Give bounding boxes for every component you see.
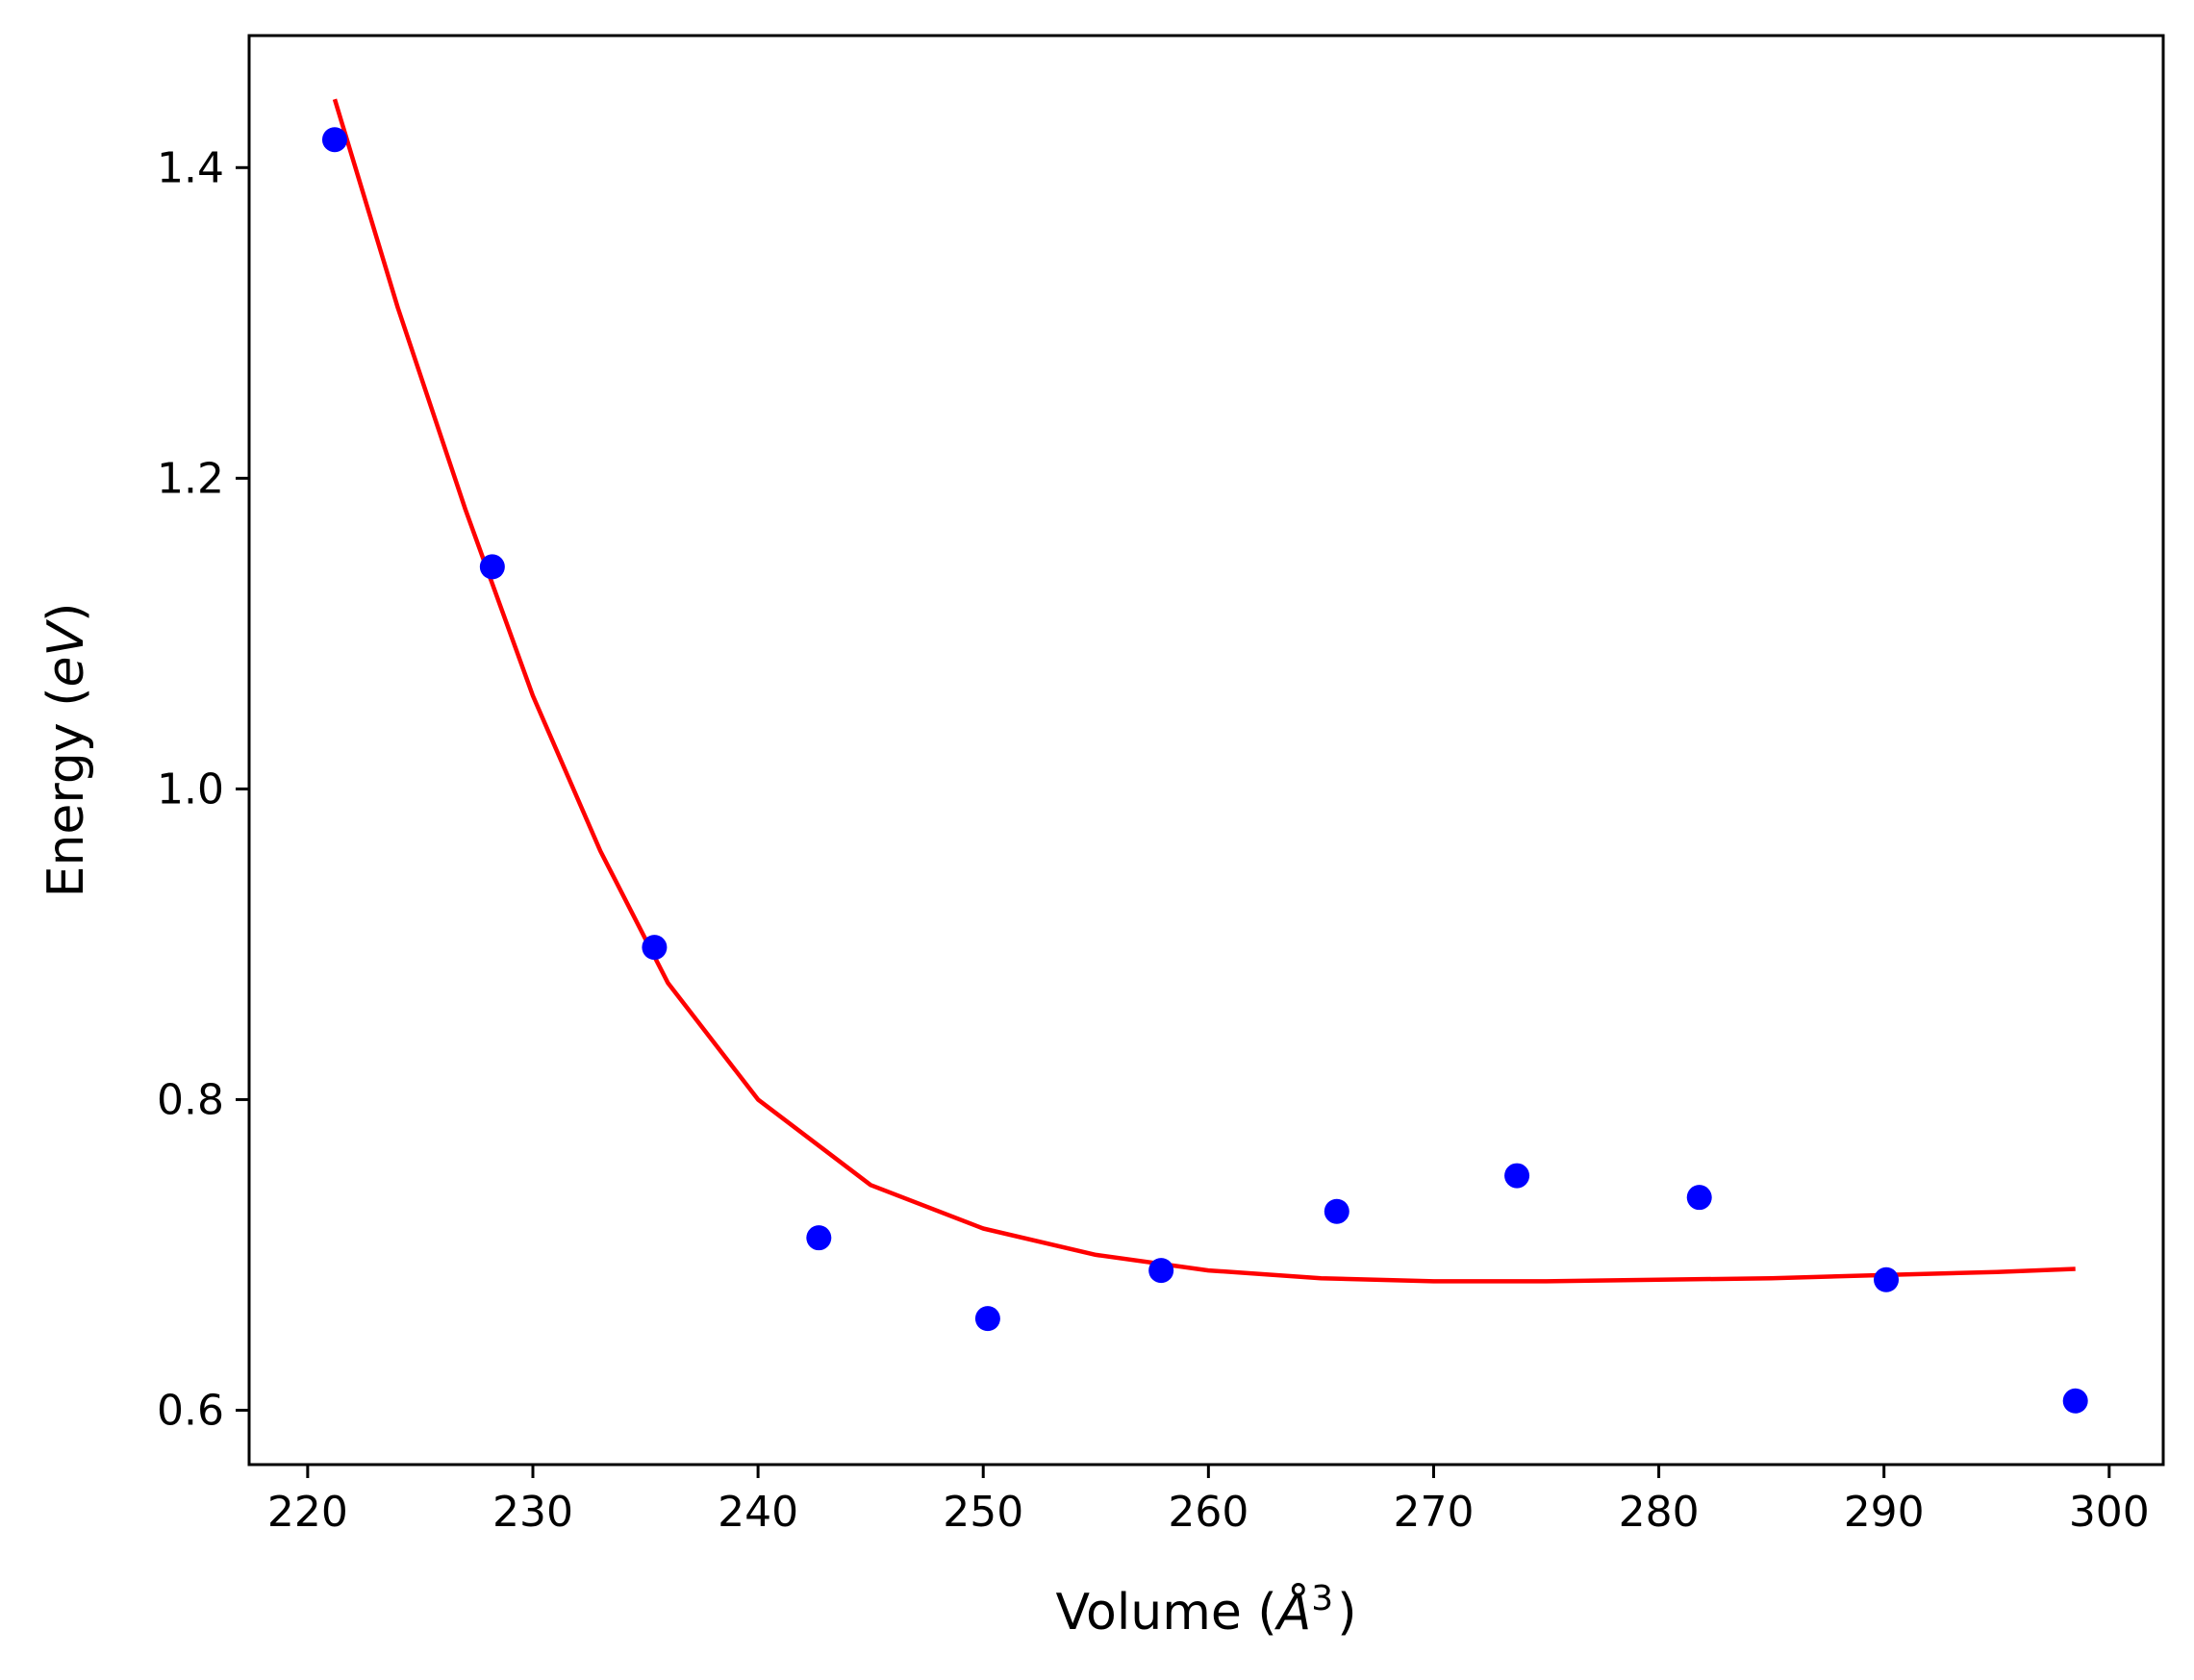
plot-frame [247, 34, 2165, 1467]
data-point [479, 554, 505, 580]
data-point [806, 1225, 832, 1251]
x-tick-label: 240 [718, 1488, 798, 1537]
y-tick-label: 1.4 [157, 143, 224, 192]
data-point [974, 1306, 1000, 1332]
fit-curve [332, 98, 2076, 1284]
y-tick-label: 1.2 [157, 454, 224, 503]
data-point [1324, 1198, 1349, 1224]
x-tick-label: 250 [943, 1488, 1023, 1537]
x-axis-label: Volume (Å3) [1056, 1579, 1357, 1642]
data-point [1148, 1258, 1174, 1284]
data-point [642, 935, 668, 961]
y-tick-label: 1.0 [157, 765, 224, 814]
data-point [2062, 1388, 2088, 1414]
x-tick-label: 280 [1619, 1488, 1700, 1537]
x-tick-label: 260 [1168, 1488, 1248, 1537]
data-point [321, 127, 347, 153]
y-tick-label: 0.6 [157, 1386, 224, 1435]
y-axis-ticks: 0.6 0.8 1.0 1.2 1.4 [157, 143, 249, 1435]
x-tick-label: 230 [492, 1488, 573, 1537]
x-axis-ticks: 220 230 240 250 260 270 280 290 300 [267, 1465, 2150, 1537]
y-tick-label: 0.8 [157, 1075, 224, 1124]
x-tick-label: 270 [1393, 1488, 1474, 1537]
data-point [1686, 1185, 1712, 1211]
data-points-layer [321, 127, 2088, 1414]
fit-curve-layer [332, 98, 2076, 1284]
data-point [1874, 1266, 1900, 1292]
x-tick-label: 300 [2069, 1488, 2150, 1537]
y-axis-label: Energy (eV) [38, 603, 95, 898]
data-point [1504, 1163, 1530, 1189]
x-tick-label: 220 [267, 1488, 348, 1537]
x-tick-label: 290 [1844, 1488, 1925, 1537]
